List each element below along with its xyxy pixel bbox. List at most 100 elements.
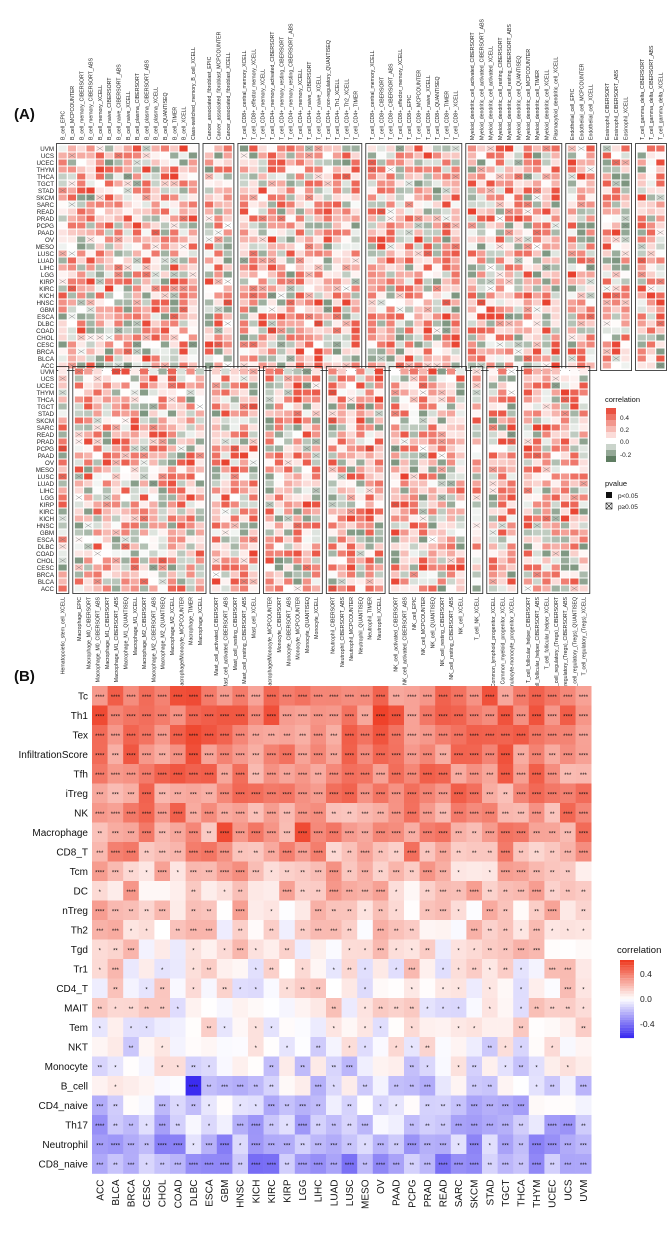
panel-b-significance: ****	[142, 714, 152, 720]
panel-a-bottom-cell	[130, 410, 140, 417]
panel-a-bottom-cell	[293, 508, 302, 515]
panel-a-bottom-nonsig-mark	[59, 390, 66, 395]
panel-a-top-cell	[188, 292, 198, 299]
panel-a-bottom-cell	[365, 550, 375, 557]
panel-b-significance: **	[285, 870, 290, 876]
panel-a-bottom-cell	[542, 480, 551, 487]
panel-a-bottom-cell	[437, 410, 447, 417]
panel-b-cell	[435, 725, 452, 745]
panel-a-top-cell	[541, 271, 551, 278]
panel-a-top-cell	[258, 271, 268, 278]
panel-b-cell	[560, 783, 576, 804]
panel-a-bottom-cell	[560, 417, 570, 424]
panel-a-bottom-cell	[418, 529, 428, 536]
panel-a-top-cell	[441, 180, 451, 187]
panel-a-bottom-cell	[523, 480, 533, 487]
panel-a-top-cell	[376, 250, 386, 257]
panel-a-top-cell	[567, 285, 577, 292]
panel-a-bottom-cell	[569, 410, 579, 417]
panel-a-top-cell	[104, 299, 114, 306]
panel-b-cell	[216, 822, 233, 843]
panel-a-bottom-cell	[472, 557, 482, 564]
panel-a-bottom-nonsig-mark	[357, 551, 364, 556]
panel-a-top-cell	[104, 348, 114, 355]
panel-a-top-cell	[332, 292, 342, 299]
panel-a-top-cell	[376, 334, 386, 341]
panel-a-top-cell	[223, 159, 233, 166]
panel-a-bottom-cell	[148, 529, 158, 536]
panel-a-bottom-cell	[428, 508, 437, 515]
panel-a-bottom-cell	[365, 466, 375, 473]
panel-a-top-cell	[514, 362, 523, 369]
panel-a-top-nonsig-mark	[180, 307, 187, 312]
panel-a-row-label: THYM	[36, 390, 54, 397]
panel-a-bottom-cell	[455, 438, 465, 445]
panel-a-top-cell	[123, 229, 133, 236]
panel-a-bottom-cell	[158, 445, 168, 452]
panel-a-top-nonsig-mark	[443, 216, 450, 221]
panel-a-top-cell	[655, 201, 665, 208]
panel-a-row-label: ACC	[41, 586, 55, 593]
panel-a-bottom-nonsig-mark	[552, 383, 560, 388]
panel-a-bottom-cell	[365, 389, 375, 396]
panel-a-top-cell	[451, 271, 461, 278]
panel-a-bottom-nonsig-mark	[561, 397, 569, 402]
panel-a-bottom-cell	[111, 480, 121, 487]
panel-a-top-cell	[423, 180, 433, 187]
panel-a-top-cell	[86, 215, 95, 222]
panel-a-top-cell	[351, 236, 361, 243]
panel-a-bottom-cell	[176, 494, 186, 501]
panel-b-significance: ***	[439, 890, 447, 896]
panel-a-bottom-cell	[121, 487, 130, 494]
panel-a-bottom-cell	[158, 543, 168, 550]
panel-a-bottom-cell	[579, 508, 589, 515]
panel-a-top-cell	[451, 180, 461, 187]
panel-a-top-cell	[376, 264, 386, 271]
panel-a-bottom-cell	[355, 487, 365, 494]
panel-a-bottom-cell	[507, 375, 516, 382]
panel-a-bottom-cell	[186, 557, 195, 564]
panel-a-top-cell	[151, 250, 161, 257]
panel-a-bottom-cell	[293, 375, 302, 382]
panel-a-top-nonsig-mark	[333, 286, 341, 291]
panel-a-bottom-cell	[551, 578, 561, 585]
panel-a-top-cell	[151, 327, 161, 334]
panel-a-top-nonsig-mark	[387, 244, 394, 249]
panel-a-bottom-cell	[346, 585, 356, 592]
panel-a-bottom-cell	[248, 571, 258, 578]
panel-a-top-nonsig-mark	[161, 293, 169, 298]
panel-a-top-cell	[441, 166, 451, 173]
panel-b-cell	[528, 881, 545, 901]
panel-a-top-cell	[204, 334, 214, 341]
panel-a-top-cell	[286, 145, 295, 152]
panel-b-significance: ****	[470, 753, 480, 759]
panel-a-bottom-group-0: Hematopoietic_stem_cell_XCELL	[56, 366, 70, 674]
panel-b-significance: **	[565, 890, 570, 896]
panel-a-bottom-cell	[409, 564, 419, 571]
panel-a-top-nonsig-mark	[152, 286, 159, 291]
panel-a-bottom-cell	[139, 536, 149, 543]
panel-a-bottom-cell	[488, 571, 498, 578]
panel-a-bottom-cell	[497, 389, 507, 396]
panel-b-significance: ****	[298, 792, 308, 798]
panel-a-top-cell	[86, 145, 95, 152]
panel-a-bottom-cell	[211, 375, 221, 382]
panel-b-significance: ****	[548, 773, 558, 779]
panel-a-bottom-cell	[130, 375, 140, 382]
panel-b-cell	[107, 900, 124, 921]
panel-b-significance: ****	[423, 792, 433, 798]
panel-a-top-cell	[169, 355, 179, 362]
panel-a-top-cell	[86, 229, 95, 236]
panel-a-top-cell	[637, 215, 647, 222]
panel-a-top-cell	[114, 173, 123, 180]
panel-a-bottom-cell	[579, 494, 589, 501]
panel-a-top-cell	[611, 320, 621, 327]
panel-a-top-nonsig-mark	[622, 160, 629, 165]
panel-a-top-cell	[567, 299, 577, 306]
panel-a-top-col-label: B_cell_TIMER	[172, 107, 178, 140]
panel-a-bottom-nonsig-mark	[419, 516, 427, 521]
panel-a-top-nonsig-mark	[452, 244, 459, 249]
panel-a-top-cell	[504, 201, 514, 208]
panel-a-top-nonsig-mark	[387, 209, 394, 214]
panel-a-bottom-col-label: NK_cell_QUANTISEQ	[430, 597, 436, 648]
